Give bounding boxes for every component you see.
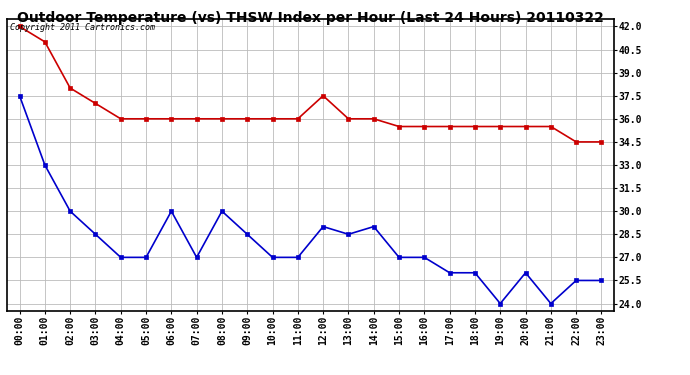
Text: Copyright 2011 Cartronics.com: Copyright 2011 Cartronics.com — [10, 23, 155, 32]
Text: Outdoor Temperature (vs) THSW Index per Hour (Last 24 Hours) 20110322: Outdoor Temperature (vs) THSW Index per … — [17, 11, 604, 25]
